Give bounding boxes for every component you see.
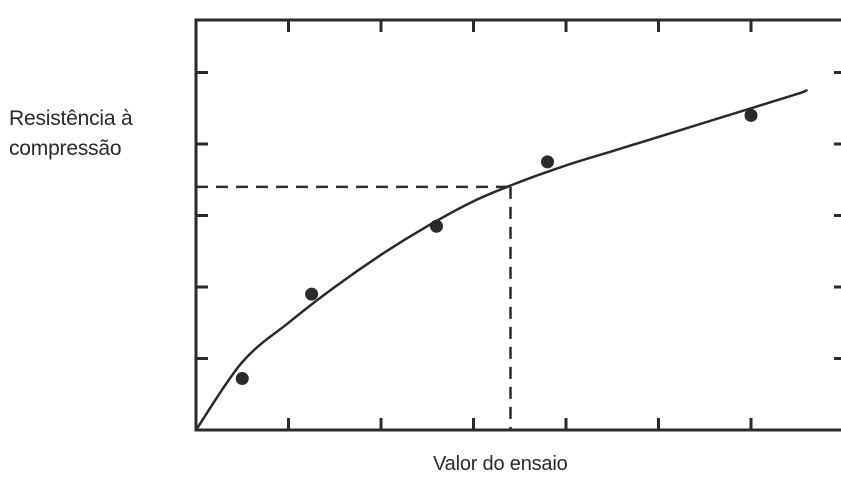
y-axis-label-line-1: Resistência à: [9, 107, 133, 130]
fit-curve: [194, 89, 808, 432]
x-axis-label: Valor do ensaio: [433, 453, 568, 475]
y-ticks-right: [834, 71, 841, 360]
y-ticks-left: [196, 71, 208, 360]
data-point: [305, 287, 319, 301]
y-axis-label-line-2: compressão: [9, 137, 122, 160]
x-ticks-bottom: [287, 418, 753, 430]
data-point: [430, 219, 443, 233]
data-point: [541, 155, 554, 169]
data-point: [235, 372, 249, 386]
x-ticks-top: [287, 20, 753, 32]
data-point: [744, 108, 758, 122]
plot-frame: [194, 18, 841, 432]
y-axis-label: Resistência à compressão: [9, 104, 133, 164]
data-points: [235, 108, 758, 386]
reference-lines: [196, 185, 512, 430]
